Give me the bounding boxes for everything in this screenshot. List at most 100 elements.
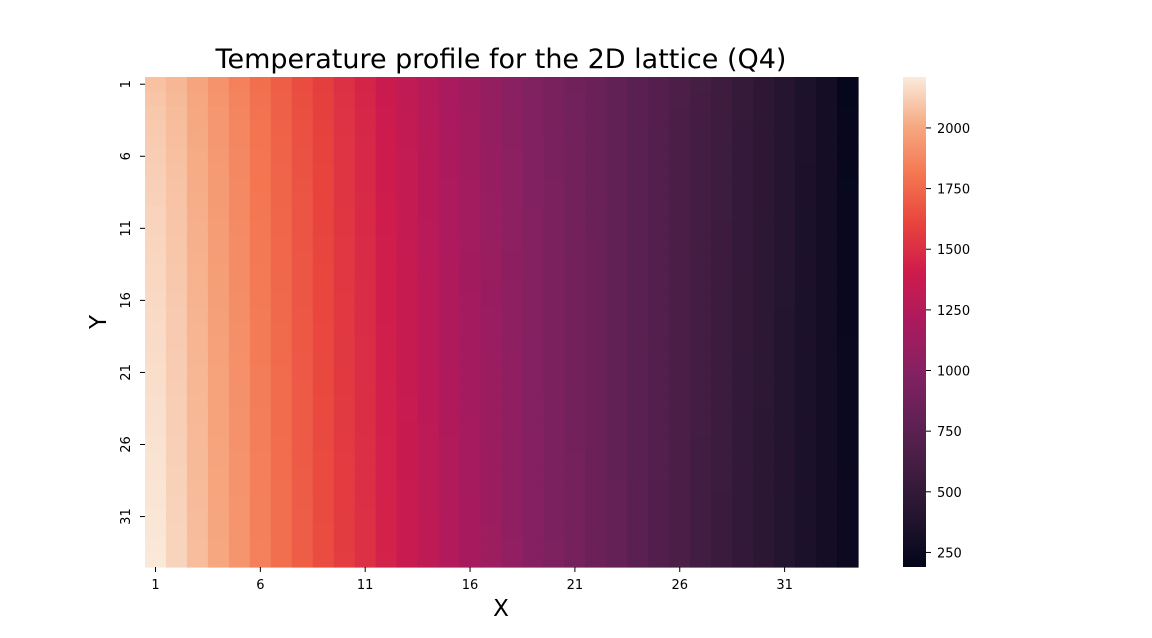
heatmap-cell [354, 322, 377, 338]
heatmap-cell [354, 466, 377, 482]
heatmap-cell [564, 177, 586, 193]
heatmap-cell [585, 509, 607, 525]
heatmap-cell [312, 293, 335, 309]
heatmap-cell [480, 437, 503, 453]
heatmap-cell [501, 91, 524, 107]
heatmap-cell [648, 523, 670, 539]
heatmap-cell [312, 408, 335, 424]
heatmap-cell [711, 307, 733, 323]
heatmap-cell [648, 149, 670, 165]
heatmap-cell [795, 365, 817, 381]
heatmap-cell [585, 249, 607, 265]
heatmap-cell [732, 192, 754, 208]
heatmap-cell [564, 408, 586, 424]
heatmap-cell [249, 177, 272, 193]
heatmap-cell [438, 307, 461, 323]
heatmap-cell [165, 134, 188, 150]
heatmap-cell [291, 307, 314, 323]
heatmap-cell [396, 350, 419, 366]
heatmap-cell [459, 437, 482, 453]
heatmap-cell [501, 437, 524, 453]
heatmap-cell [145, 437, 167, 453]
heatmap-cell [375, 466, 398, 482]
heatmap-cell [732, 149, 754, 165]
heatmap-cell [522, 235, 545, 251]
heatmap-cell [459, 379, 482, 395]
heatmap-cell [145, 235, 167, 251]
heatmap-cell [585, 552, 607, 568]
heatmap-cell [711, 350, 733, 366]
heatmap-cell [207, 221, 230, 237]
heatmap-cell [690, 91, 712, 107]
heatmap-cell [354, 480, 377, 496]
heatmap-cell [186, 206, 209, 222]
heatmap-cell [186, 394, 209, 410]
heatmap-cell [816, 422, 838, 438]
heatmap-cell [711, 235, 733, 251]
heatmap-cell [207, 206, 230, 222]
heatmap-cell [228, 91, 251, 107]
heatmap-cell [145, 206, 167, 222]
heatmap-cell [312, 552, 335, 568]
heatmap-cell [753, 120, 775, 136]
heatmap-cell [459, 509, 482, 525]
heatmap-cell [774, 134, 796, 150]
heatmap-cell [417, 278, 440, 294]
heatmap-cell [417, 221, 440, 237]
heatmap-cell [648, 235, 670, 251]
heatmap-cell [291, 177, 314, 193]
heatmap-cell [648, 437, 670, 453]
heatmap-cell [606, 451, 628, 467]
heatmap-cell [669, 278, 691, 294]
heatmap-cell [396, 163, 419, 179]
heatmap-cell [438, 408, 461, 424]
heatmap-cell [564, 509, 586, 525]
heatmap-cell [270, 394, 293, 410]
y-tick-label: 16 [119, 292, 134, 309]
heatmap-cell [396, 451, 419, 467]
heatmap-cell [228, 120, 251, 136]
heatmap-cell [669, 394, 691, 410]
heatmap-cell [417, 509, 440, 525]
heatmap-cell [207, 336, 230, 352]
heatmap-cell [459, 105, 482, 121]
heatmap-cell [186, 322, 209, 338]
heatmap-cell [585, 134, 607, 150]
heatmap-cell [543, 105, 566, 121]
heatmap-cell [795, 264, 817, 280]
heatmap-cell [669, 293, 691, 309]
heatmap-cell [774, 177, 796, 193]
y-axis-label: Y [86, 314, 112, 330]
heatmap-cell [438, 278, 461, 294]
heatmap-cell [249, 293, 272, 309]
heatmap-cell [459, 249, 482, 265]
heatmap-cell [354, 235, 377, 251]
heatmap-cell [564, 451, 586, 467]
heatmap-cell [165, 350, 188, 366]
heatmap-cell [396, 221, 419, 237]
heatmap-cell [606, 350, 628, 366]
heatmap-cell [627, 437, 649, 453]
heatmap-cell [249, 523, 272, 539]
heatmap-cell [333, 365, 356, 381]
heatmap-cell [396, 408, 419, 424]
heatmap-cell [648, 379, 670, 395]
heatmap-cell [837, 422, 859, 438]
heatmap-cell [417, 134, 440, 150]
heatmap-cell [228, 77, 251, 93]
heatmap-cell [690, 149, 712, 165]
heatmap-cell [354, 523, 377, 539]
colorbar-tick-label: 500 [937, 486, 962, 501]
heatmap-cell [354, 422, 377, 438]
heatmap-cell [690, 365, 712, 381]
heatmap-cell [501, 192, 524, 208]
heatmap-cell [837, 466, 859, 482]
heatmap-cell [795, 149, 817, 165]
heatmap-cell [606, 221, 628, 237]
heatmap-cell [585, 379, 607, 395]
heatmap-cell [145, 149, 167, 165]
heatmap-cell [774, 278, 796, 294]
heatmap-cell [522, 422, 545, 438]
heatmap-cell [816, 105, 838, 121]
heatmap-cell [732, 480, 754, 496]
